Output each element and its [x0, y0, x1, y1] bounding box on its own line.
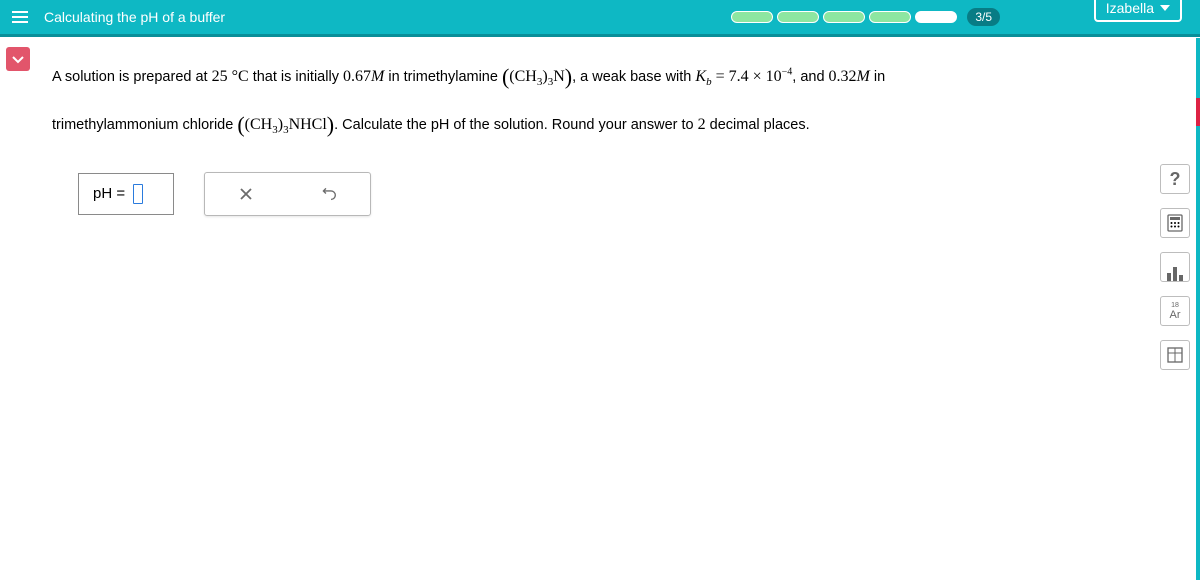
question-text: A solution is prepared at 25 °C that is … — [40, 43, 1180, 168]
progress-seg — [731, 11, 773, 23]
progress-count: 3/5 — [967, 8, 1000, 26]
user-name: Izabella — [1106, 0, 1154, 16]
close-icon — [238, 186, 254, 202]
top-bar: Calculating the pH of a buffer 3/5 Izabe… — [0, 0, 1200, 34]
progress-seg — [823, 11, 865, 23]
bar-icon — [1179, 275, 1183, 281]
main-panel: A solution is prepared at 25 °C that is … — [36, 37, 1200, 222]
menu-icon[interactable] — [12, 11, 28, 23]
help-button[interactable]: ? — [1160, 164, 1190, 194]
progress-seg — [777, 11, 819, 23]
calculator-icon — [1166, 214, 1184, 232]
answer-controls — [204, 172, 371, 216]
answer-input[interactable] — [133, 184, 143, 204]
page-title: Calculating the pH of a buffer — [44, 9, 225, 25]
periodic-table-button[interactable]: 18 Ar — [1160, 296, 1190, 326]
answer-label: pH = — [93, 185, 125, 202]
answer-box[interactable]: pH = — [78, 173, 174, 215]
tool-palette: ? 18 Ar — [1160, 164, 1190, 370]
content-area: A solution is prepared at 25 °C that is … — [0, 37, 1200, 222]
progress-bar: 3/5 — [731, 0, 1000, 34]
chevron-down-icon — [11, 52, 25, 66]
progress-seg — [915, 11, 957, 23]
bar-icon — [1167, 273, 1171, 281]
chevron-down-icon — [1160, 5, 1170, 11]
undo-icon — [320, 185, 338, 203]
right-edge-marker — [1196, 98, 1200, 126]
user-menu[interactable]: Izabella — [1094, 0, 1182, 22]
undo-button[interactable] — [288, 173, 370, 215]
bar-icon — [1173, 267, 1177, 281]
bar-chart-button[interactable] — [1160, 252, 1190, 282]
progress-seg — [869, 11, 911, 23]
collapse-button[interactable] — [6, 47, 30, 71]
reference-button[interactable] — [1160, 340, 1190, 370]
ar-symbol: Ar — [1170, 310, 1181, 321]
table-icon — [1166, 346, 1184, 364]
ar-mass: 18 — [1171, 302, 1179, 309]
left-gutter — [0, 37, 36, 222]
clear-button[interactable] — [205, 173, 287, 215]
calculator-button[interactable] — [1160, 208, 1190, 238]
answer-row: pH = — [78, 172, 1180, 216]
